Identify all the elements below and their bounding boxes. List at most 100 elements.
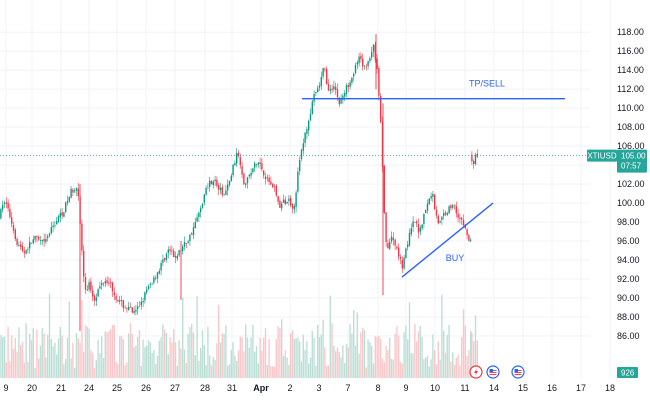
candle-body xyxy=(84,277,87,290)
volume-bar xyxy=(162,324,164,378)
volume-bar xyxy=(407,339,409,378)
candle-body xyxy=(153,277,155,283)
volume-bar xyxy=(318,337,321,378)
volume-bar xyxy=(92,352,94,378)
flash-event-icon[interactable] xyxy=(469,365,483,379)
candle-body xyxy=(302,143,304,151)
time-axis-tick-label: 14 xyxy=(489,383,499,393)
candle-body xyxy=(99,286,101,289)
event-markers[interactable] xyxy=(469,365,525,379)
candle-body xyxy=(396,246,398,249)
volume-bar xyxy=(255,345,258,378)
candle-body xyxy=(362,58,364,67)
candle-body xyxy=(196,217,198,222)
candle-body xyxy=(273,186,276,188)
volume-bar xyxy=(281,319,283,378)
candle-body xyxy=(416,221,418,224)
volume-bar xyxy=(216,343,218,378)
price-axis-tick-label: 88.00 xyxy=(617,312,640,322)
volume-bar xyxy=(110,329,112,378)
candle-body xyxy=(443,213,445,217)
volume-bar xyxy=(423,359,425,378)
candle-body xyxy=(349,82,351,87)
candle-body xyxy=(45,238,47,243)
volume-bar xyxy=(261,351,263,378)
volume-bar xyxy=(254,351,256,378)
us-flag-event-icon[interactable] xyxy=(511,365,525,379)
candle-body xyxy=(437,216,439,224)
volume-bar xyxy=(349,324,351,378)
candle-body xyxy=(371,51,373,58)
candle-body xyxy=(417,223,420,233)
volume-bar xyxy=(77,338,79,378)
candle-body xyxy=(77,188,79,197)
volume-bar xyxy=(149,342,151,378)
volume-bar xyxy=(203,345,205,378)
volume-bar xyxy=(124,365,126,378)
candle-body xyxy=(318,85,321,88)
candle-body xyxy=(389,242,391,249)
candle-body xyxy=(113,292,115,296)
candle-body xyxy=(182,246,184,252)
candle-body xyxy=(446,213,448,215)
volume-bar xyxy=(239,336,241,378)
candle-body xyxy=(345,85,348,94)
candle-body xyxy=(155,278,157,279)
volume-bar xyxy=(38,358,40,378)
volume-bar xyxy=(453,364,456,378)
volume-bar xyxy=(243,351,245,378)
symbol-label: XTIUSD xyxy=(587,152,617,161)
volume-bar xyxy=(277,326,279,378)
candle-body xyxy=(23,251,25,253)
candle-body xyxy=(189,234,191,242)
volume-bar xyxy=(182,297,184,378)
candle-body xyxy=(169,249,171,252)
buy-trendline[interactable] xyxy=(401,202,494,278)
volume-bar xyxy=(47,334,49,378)
price-axis-tick-label: 102.00 xyxy=(617,179,645,189)
time-axis[interactable]: 9 20 21 24 25 26 27 28 31 Apr 2 3 7 8 9 10 11 14 15 16 17 18 xyxy=(3,383,615,393)
volume-bar xyxy=(20,345,22,378)
candle-body xyxy=(147,285,150,289)
candle-body xyxy=(201,203,204,208)
price-axis-tick-label: 108.00 xyxy=(617,122,645,132)
time-axis-tick-label: 24 xyxy=(84,383,94,393)
candle-body xyxy=(412,221,414,228)
candle-body xyxy=(421,224,423,229)
volume-bar xyxy=(446,335,448,378)
candle-body xyxy=(381,121,384,167)
candle-body xyxy=(320,76,322,86)
volume-bar xyxy=(371,345,373,378)
volume-bar xyxy=(450,361,452,378)
symbol-tag xyxy=(587,149,617,162)
candle-body xyxy=(322,68,324,77)
candle-body xyxy=(304,132,306,143)
volume-bar xyxy=(270,366,272,378)
volume-bar xyxy=(48,293,51,378)
candle-body xyxy=(165,253,168,260)
candle-body xyxy=(0,209,2,219)
price-axis[interactable]: 86.00 88.00 90.00 92.00 94.00 96.00 98.00 100.0… xyxy=(617,27,645,341)
candle-body xyxy=(176,256,178,259)
chart-annotations[interactable]: TP/SELL BUY xyxy=(302,79,565,278)
volume-bar xyxy=(227,365,229,378)
price-axis-tick-label: 116.00 xyxy=(617,46,644,56)
volume-bar xyxy=(401,363,403,378)
volume-bar xyxy=(268,339,270,378)
candle-body xyxy=(356,62,358,65)
candle-body xyxy=(453,204,456,206)
volume-bar xyxy=(104,331,106,378)
candle-body xyxy=(210,180,213,185)
volume-bar xyxy=(176,365,178,378)
volume-bar xyxy=(425,357,427,378)
time-axis-tick-label: 17 xyxy=(576,383,586,393)
volume-bar xyxy=(138,329,141,378)
candle-body xyxy=(309,113,312,121)
candle-body xyxy=(151,283,153,285)
volume-bar xyxy=(363,330,366,378)
candle-body xyxy=(387,243,389,249)
volume-bar xyxy=(414,323,416,378)
us-flag-event-icon[interactable] xyxy=(486,365,500,379)
